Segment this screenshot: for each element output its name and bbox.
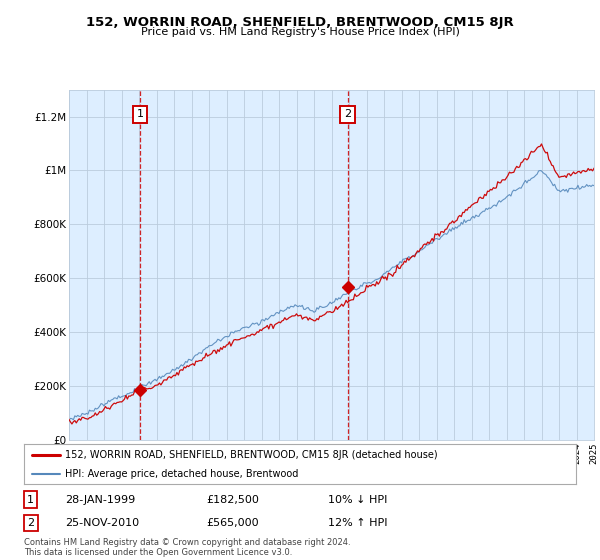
Text: 28-JAN-1999: 28-JAN-1999 [65, 494, 136, 505]
Text: 2: 2 [27, 518, 34, 528]
Text: 12% ↑ HPI: 12% ↑ HPI [328, 518, 387, 528]
Text: 1: 1 [27, 494, 34, 505]
Text: 152, WORRIN ROAD, SHENFIELD, BRENTWOOD, CM15 8JR: 152, WORRIN ROAD, SHENFIELD, BRENTWOOD, … [86, 16, 514, 29]
Text: Price paid vs. HM Land Registry's House Price Index (HPI): Price paid vs. HM Land Registry's House … [140, 27, 460, 37]
Text: 152, WORRIN ROAD, SHENFIELD, BRENTWOOD, CM15 8JR (detached house): 152, WORRIN ROAD, SHENFIELD, BRENTWOOD, … [65, 450, 438, 460]
Text: 10% ↓ HPI: 10% ↓ HPI [328, 494, 387, 505]
Text: 1: 1 [137, 109, 144, 119]
Text: HPI: Average price, detached house, Brentwood: HPI: Average price, detached house, Bren… [65, 469, 299, 478]
Text: 25-NOV-2010: 25-NOV-2010 [65, 518, 140, 528]
Text: £182,500: £182,500 [206, 494, 259, 505]
Text: £565,000: £565,000 [206, 518, 259, 528]
Text: 2: 2 [344, 109, 351, 119]
Text: Contains HM Land Registry data © Crown copyright and database right 2024.
This d: Contains HM Land Registry data © Crown c… [24, 538, 350, 557]
